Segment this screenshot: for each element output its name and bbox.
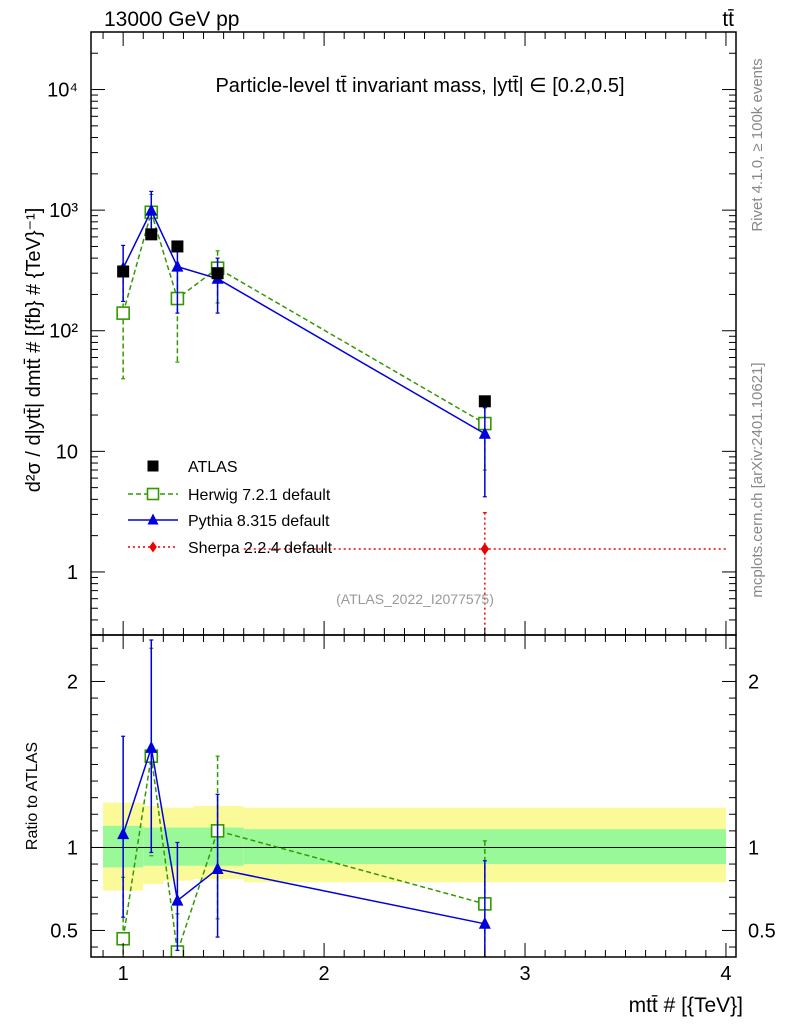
x-tick-label-3: 3	[519, 963, 530, 985]
ratio-plot-frame	[90, 634, 737, 958]
ratio-y-tick-label-1: 1	[67, 837, 78, 859]
legend: ATLAS Herwig 7.2.1 default Pythia 8.315 …	[128, 459, 333, 557]
legend-marker-sherpa	[149, 541, 157, 553]
main-atlas-point	[145, 228, 158, 241]
y-tick-label-10: 10	[56, 441, 78, 463]
main-atlas-point	[211, 267, 224, 280]
plot-title: Particle-level tt̄ invariant mass, |ytt̄…	[215, 75, 624, 97]
ratio-y-tick-label-2: 2	[67, 671, 78, 693]
main-axis-ticks	[91, 31, 736, 636]
ratio-y-tick-labels: 0.5 1 2 0.5 1 2	[50, 671, 776, 942]
ratio-y-tick-label-right-1: 1	[748, 837, 759, 859]
x-tick-labels: 1 2 3 4	[118, 963, 732, 985]
ratio-pythia-point	[211, 862, 224, 875]
y-tick-label-10000: 10⁴	[47, 80, 78, 102]
ratio-y-tick-label-right-0.5: 0.5	[748, 920, 776, 942]
main-y-tick-labels: 1 10 10² 10³ 10⁴	[47, 80, 78, 584]
rivet-version-text: Rivet 4.1.0, ≥ 100k events	[749, 58, 766, 231]
main-herwig-point	[116, 306, 130, 320]
main-plot-data	[116, 190, 726, 635]
legend-marker-pythia	[147, 513, 159, 525]
main-pythia-point	[145, 203, 158, 216]
y-tick-label-1000: 10³	[49, 200, 78, 222]
main-pythia-point	[478, 426, 491, 439]
ratio-y-tick-label-0.5: 0.5	[50, 920, 78, 942]
energy-label: 13000 GeV pp	[104, 8, 239, 31]
ratio-pythia-point	[171, 893, 184, 906]
ratio-pythia-point	[117, 827, 130, 840]
main-atlas-point	[117, 265, 130, 278]
ratio-uncertainty-bands	[103, 802, 726, 891]
legend-label-atlas: ATLAS	[188, 459, 238, 476]
x-tick-label-4: 4	[720, 963, 731, 985]
legend-marker-herwig	[146, 487, 160, 501]
x-tick-label-1: 1	[118, 963, 129, 985]
ratio-y-tick-label-right-2: 2	[748, 671, 759, 693]
main-sherpa-point	[480, 542, 490, 555]
x-tick-label-2: 2	[319, 963, 330, 985]
main-pythia-point	[171, 259, 184, 272]
legend-label-sherpa: Sherpa 2.2.4 default	[188, 540, 333, 557]
ratio-herwig-line	[122, 756, 486, 953]
mcplots-reference-text: mcplots.cern.ch [arXiv:2401.10621]	[749, 362, 766, 597]
ratio-axis-ticks	[91, 635, 736, 957]
legend-marker-atlas	[147, 460, 159, 472]
ratio-pythia-point	[478, 916, 491, 929]
ratio-plot-data	[116, 639, 492, 957]
ratio-pythia-point	[145, 740, 158, 753]
ratio-y-axis-label: Ratio to ATLAS	[24, 742, 41, 850]
main-atlas-point	[171, 240, 184, 253]
y-tick-label-1: 1	[67, 562, 78, 584]
legend-label-pythia: Pythia 8.315 default	[188, 513, 330, 530]
ratio-herwig-point	[116, 931, 130, 946]
x-axis-label: mtt̄ # [{TeV}]	[629, 994, 743, 1017]
legend-label-herwig: Herwig 7.2.1 default	[188, 487, 331, 504]
y-tick-label-100: 10²	[49, 321, 78, 343]
analysis-tag: (ATLAS_2022_I2077575)	[336, 591, 494, 607]
ratio-band-inner	[143, 827, 164, 866]
main-atlas-point	[478, 395, 491, 408]
y-axis-label: d²σ / d|ytt̄| dmtt̄ # [{fb} # {TeV}⁻¹]	[23, 208, 45, 493]
process-label: tt̄	[722, 8, 734, 31]
